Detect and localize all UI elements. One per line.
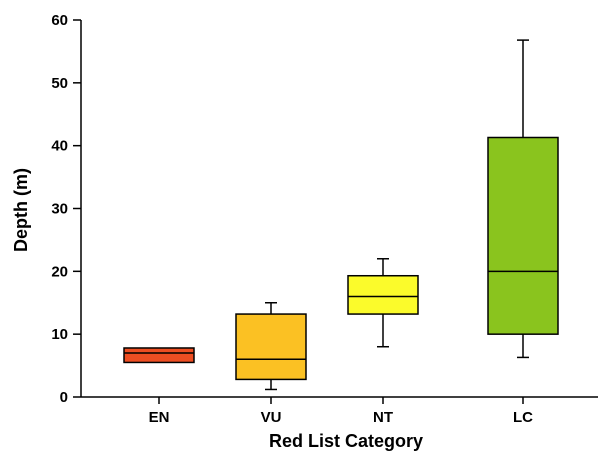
plot-area <box>123 39 559 391</box>
box-iqr <box>487 136 559 335</box>
y-tick-label: 20 <box>51 263 68 280</box>
x-tick-label-vu: VU <box>261 409 282 426</box>
y-tick-label: 60 <box>51 12 68 29</box>
box-nt <box>347 258 419 348</box>
box-iqr <box>123 347 195 364</box>
x-axis-title: Red List Category <box>269 431 423 451</box>
box-en <box>123 347 195 364</box>
box-lc <box>487 39 559 359</box>
y-tick-label: 30 <box>51 201 68 218</box>
y-tick-label: 0 <box>60 389 68 406</box>
x-axis: EN VU NT LC <box>81 396 598 426</box>
y-axis-title: Depth (m) <box>11 168 31 252</box>
y-axis: 0 10 20 30 40 50 60 <box>51 12 82 406</box>
y-tick-label: 50 <box>51 75 68 92</box>
box-vu <box>235 302 307 391</box>
box-iqr <box>235 313 307 381</box>
x-tick-label-lc: LC <box>513 409 533 426</box>
x-tick-label-nt: NT <box>373 409 393 426</box>
box-iqr <box>347 274 419 315</box>
y-tick-label: 40 <box>51 138 68 155</box>
y-tick-label: 10 <box>51 326 68 343</box>
x-tick-label-en: EN <box>149 409 170 426</box>
